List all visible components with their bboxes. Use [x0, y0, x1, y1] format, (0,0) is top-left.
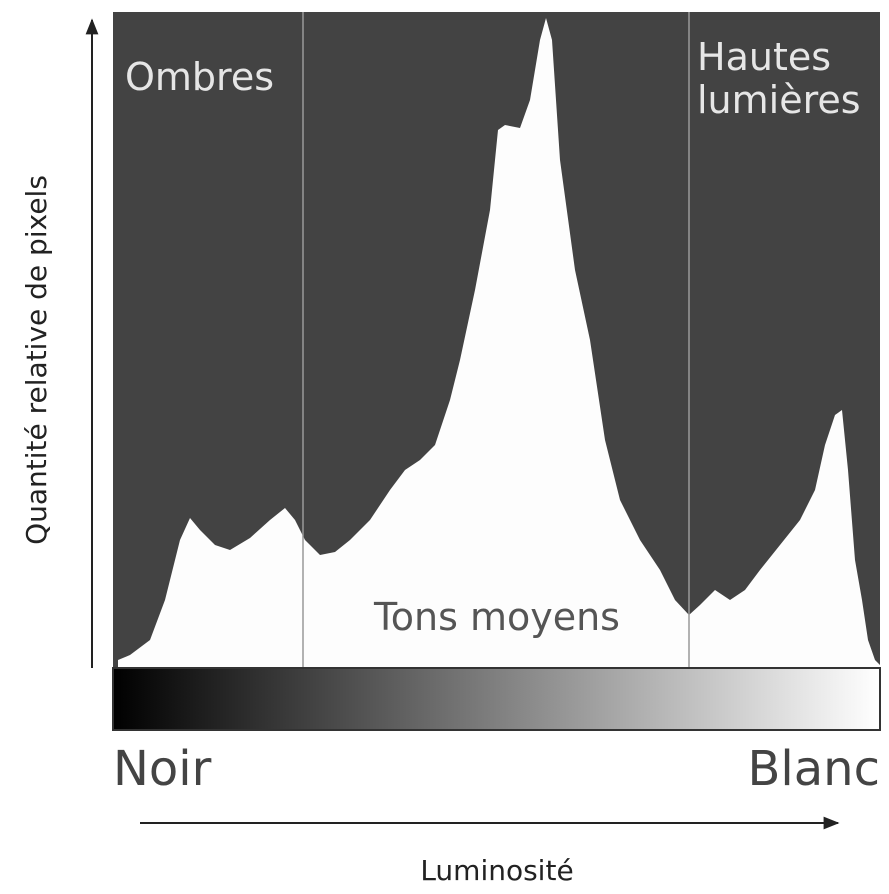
end-label: Blanc [748, 741, 881, 797]
end-label: Noir [113, 741, 212, 797]
histogram-shape [118, 18, 880, 667]
zone-label: Tons moyens [373, 595, 620, 639]
zone-label: Hautes [697, 35, 831, 79]
zone-label: Ombres [125, 55, 274, 99]
zone-label: lumières [697, 78, 861, 122]
y-axis-label: Quantité relative de pixels [20, 175, 53, 545]
x-axis-label: Luminosité [420, 854, 573, 887]
luminosity-gradient [112, 667, 881, 731]
